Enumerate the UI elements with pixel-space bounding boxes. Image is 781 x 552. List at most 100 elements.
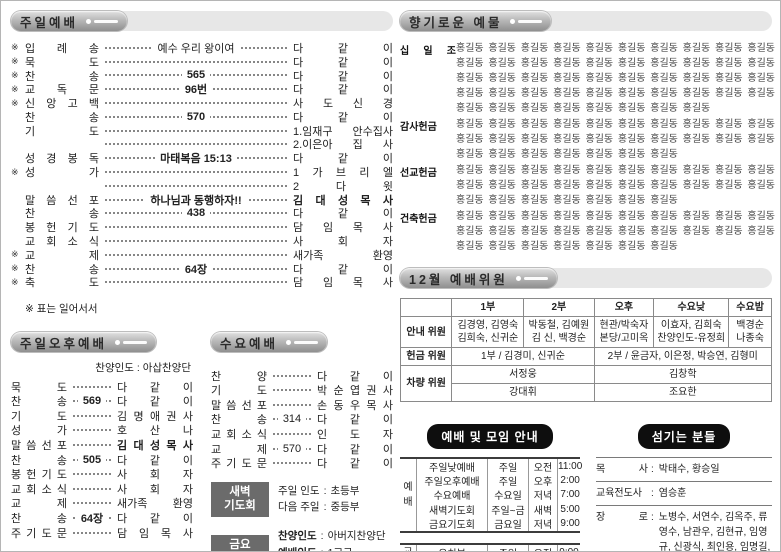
- dotted-leader: [104, 55, 288, 69]
- service-item-detail: 마태복음 15:13: [155, 150, 237, 167]
- service-item-label: 성 가: [11, 425, 67, 438]
- dotted-leader: 314: [272, 412, 312, 426]
- service-row: 찬 송 570 다 같 이: [11, 110, 393, 124]
- dotted-leader: [104, 137, 288, 151]
- service-item-label: 기 도: [25, 125, 99, 138]
- wednesday-service-header: 수요예배: [211, 332, 328, 353]
- row-label: 안내 위원: [399, 316, 453, 348]
- service-item-label: 기 도: [11, 410, 67, 423]
- service-row: 2 다 윗: [11, 179, 393, 193]
- vehicle-row: 차량 위원 서정웅 김창학: [399, 365, 773, 402]
- dotted-leader: [104, 179, 288, 193]
- service-item-label: 교 회 소 식: [211, 429, 267, 442]
- donor-name-line: 홍길동 홍길동 홍길동 홍길동 홍길동 홍길동 홍길동 홍길동 홍길동 홍길동: [456, 226, 776, 237]
- schedule-group: 교 회 학 교유치부주일오전9:00주일학교주일오전9:00학생회토요일오후7:…: [400, 542, 580, 551]
- usher-cell: 백경순 나종숙: [728, 316, 772, 348]
- service-item-assignee: 다 같 이: [117, 396, 193, 409]
- offering-type-label: 십 일 조: [400, 46, 456, 57]
- prayer-line-key: 다음 주일: [278, 501, 320, 514]
- dotted-leader: [72, 496, 112, 510]
- meeting-day: 주일: [488, 459, 529, 474]
- prayer-line-value: 중등부: [330, 501, 360, 514]
- meeting-period: 오전: [529, 544, 558, 551]
- donor-name-line: 홍길동 홍길동 홍길동 홍길동 홍길동 홍길동 홍길동 홍길동 홍길동 홍길동: [456, 73, 776, 84]
- section-title: 주일예배: [20, 15, 79, 30]
- service-item-label: 말 씀 선 포: [211, 399, 267, 412]
- standing-mark-icon: ※: [11, 42, 19, 53]
- service-item-label: 찬 송: [25, 263, 99, 276]
- prayer-line: 주일 인도: 초등부: [278, 483, 359, 499]
- service-item-assignee: 1.임재구 안수집사: [293, 125, 393, 138]
- sunday-service-header: 주일예배: [11, 11, 128, 31]
- meeting-day: 주일~금: [488, 502, 529, 517]
- service-item-label: 주 기 도 문: [211, 458, 267, 471]
- service-item-detail: 96번: [179, 81, 213, 98]
- service-item-label: 성 가: [25, 167, 99, 180]
- offering-committee-row: 헌금 위원 1부 / 김경미, 신귀순 2부 / 윤금자, 이은정, 박승연, …: [399, 347, 773, 366]
- service-item-detail: 565: [181, 69, 211, 82]
- afternoon-service-header: 주일오후예배: [11, 332, 157, 353]
- committee-col: 2부: [523, 298, 595, 317]
- offering-donor-names: 홍길동 홍길동 홍길동 홍길동 홍길동 홍길동 홍길동 홍길동 홍길동 홍길동 홍…: [456, 41, 775, 116]
- dawn-prayer-box: 새벽 기도회 주일 인도: 초등부 다음 주일: 중등부: [211, 481, 393, 518]
- dotted-leader: 마태복음 15:13: [104, 150, 288, 167]
- service-item-label: 찬 송: [25, 208, 99, 221]
- service-item-label: 교 제: [25, 249, 99, 262]
- dotted-leader: [72, 409, 112, 423]
- service-item-detail: 64장: [179, 260, 213, 277]
- service-item-assignee: 다 같 이: [317, 414, 393, 427]
- offering-type-label: 감사헌금: [400, 122, 437, 133]
- service-item-label: 교 제: [11, 498, 67, 511]
- friday-prayer-label: 금요 기도회: [211, 534, 269, 551]
- meeting-period: 오후: [529, 473, 558, 488]
- service-item-label: 찬 양: [211, 370, 267, 383]
- donor-name-line: 홍길동 홍길동 홍길동 홍길동 홍길동 홍길동 홍길동: [456, 149, 678, 160]
- dotted-leader: 570: [272, 442, 312, 456]
- service-item-assignee: 다 같 이: [293, 111, 393, 124]
- service-item-label: 찬 송: [11, 454, 67, 467]
- service-row: ※ 교 독 문 96번 다 같 이: [11, 81, 393, 98]
- colon-separator: :: [321, 545, 324, 551]
- servant-names: 염승훈: [658, 488, 687, 499]
- usher-cell: 현관/박숙자 본당/고미옥: [593, 316, 655, 348]
- dotted-leader: 예수 우리 왕이여: [104, 39, 288, 56]
- dotted-leader: [272, 427, 312, 441]
- meeting-time: 2:00: [560, 475, 580, 487]
- donor-name-line: 홍길동 홍길동 홍길동 홍길동 홍길동 홍길동 홍길동: [456, 195, 678, 206]
- service-row: ※ 신 앙 고 백 사 도 신 경: [11, 96, 393, 110]
- vehicle-cell: 김창학: [593, 365, 773, 384]
- pill-dot-icon: [286, 339, 292, 345]
- dotted-leader: [72, 482, 112, 496]
- dotted-leader: [104, 124, 288, 138]
- prayer-line: 예배인도:1교구: [278, 545, 386, 551]
- prayer-line: 다음 주일: 중등부: [278, 499, 359, 515]
- colon-separator: :: [323, 501, 327, 514]
- dotted-leader: [72, 526, 112, 540]
- servant-row: 교육전도사: 염승훈: [596, 481, 772, 505]
- standing-mark-icon: ※: [11, 69, 19, 80]
- service-row: 성 경 봉 독 마태복음 15:13 다 같 이: [11, 150, 393, 167]
- service-item-label: 찬 송: [25, 70, 99, 83]
- meeting-period: 저녁: [529, 487, 558, 502]
- service-item-label: 교 회 소 식: [11, 483, 67, 496]
- dotted-leader: [104, 96, 288, 110]
- donor-name-line: 홍길동 홍길동 홍길동 홍길동 홍길동 홍길동 홍길동 홍길동 홍길동 홍길동: [456, 134, 776, 145]
- donor-name-line: 홍길동 홍길동 홍길동 홍길동 홍길동 홍길동 홍길동 홍길동 홍길동 홍길동: [456, 211, 776, 222]
- colon-separator: :: [651, 488, 654, 499]
- service-item-label: 묵 도: [25, 56, 99, 69]
- service-item-assignee: 호 산 나: [117, 425, 193, 438]
- donor-name-line: 홍길동 홍길동 홍길동 홍길동 홍길동 홍길동 홍길동 홍길동 홍길동 홍길동: [456, 165, 776, 176]
- right-bottom-sections: 예배 및 모임 안내 예 배 주일낮예배 주일 오전 11:00 주일오후예배 주일 오후 2:…: [400, 424, 772, 551]
- service-row: ※ 입 례 송 예수 우리 왕이여 다 같 이: [11, 39, 393, 56]
- servant-role-label: 교육전도사: [596, 488, 642, 499]
- service-item-detail: 569: [77, 395, 107, 408]
- service-item-assignee: 김 대 성 목 사: [293, 194, 393, 207]
